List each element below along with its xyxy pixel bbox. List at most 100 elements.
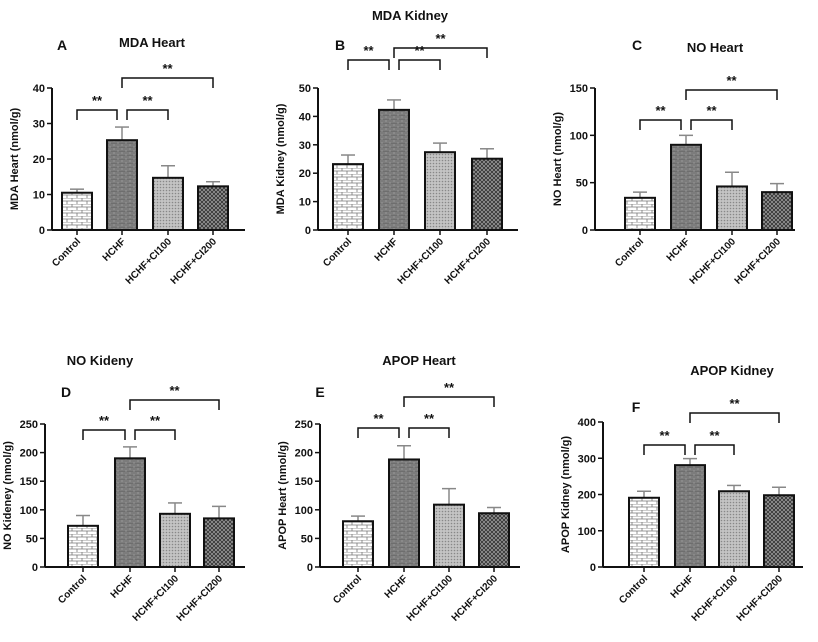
x-tick-label: HCHF+CI200 (443, 236, 494, 287)
bar-hchf-ci200 (478, 512, 510, 568)
bar-hchf-ci200 (761, 191, 793, 231)
significance-label: ** (659, 428, 670, 443)
panel-e: APOP Heart E APOP Heart (nmol/g) 0 50 100 150 2… (277, 353, 520, 624)
x-tick-label: HCHF (669, 573, 696, 600)
x-tick-label: HCHF+CI200 (169, 236, 220, 287)
significance-label: ** (444, 380, 455, 395)
panel-label: A (57, 37, 67, 53)
bar-control (67, 524, 99, 568)
bar-hchf (106, 139, 138, 231)
bar-hchf-ci100 (716, 185, 748, 232)
y-tick-label: 30 (33, 119, 45, 131)
bar-hchf-ci200 (197, 185, 229, 232)
y-tick-label: 300 (578, 453, 596, 465)
significance-bracket (408, 427, 450, 438)
x-tick-label: HCHF+CI200 (175, 573, 226, 624)
y-tick-label: 40 (299, 111, 311, 123)
significance-label: ** (92, 93, 103, 108)
x-tick-label: HCHF+CI100 (690, 573, 741, 624)
significance-bracket (689, 412, 780, 423)
significance-bracket (121, 77, 214, 88)
y-tick-label: 10 (299, 197, 311, 209)
x-tick-label: HCHF (373, 236, 400, 263)
significance-label: ** (414, 43, 425, 58)
chart-title: APOP Heart (382, 353, 456, 368)
significance-bracket (643, 444, 686, 455)
x-tick-label: HCHF+CI200 (733, 236, 784, 287)
panel-label: E (315, 384, 324, 400)
chart-title: MDA Kidney (372, 8, 449, 23)
significance-label: ** (169, 383, 180, 398)
y-axis-label: NO Heart (nmol/g) (552, 112, 564, 206)
significance-label: ** (726, 73, 737, 88)
y-tick-label: 0 (39, 225, 45, 237)
significance-bracket (690, 119, 733, 130)
y-tick-label: 40 (33, 83, 45, 95)
significance-bracket (639, 119, 682, 130)
significance-bracket (82, 429, 126, 440)
y-tick-label: 150 (295, 476, 313, 488)
chart-title: NO Heart (687, 40, 744, 55)
significance-label: ** (729, 396, 740, 411)
bar-hchf-ci100 (433, 503, 465, 569)
x-tick-label: HCHF+CI100 (124, 236, 175, 287)
x-tick-label: Control (613, 236, 646, 269)
panel-label: F (632, 399, 641, 415)
x-tick-label: Control (331, 573, 364, 606)
x-tick-label: HCHF (383, 573, 410, 600)
x-tick-label: HCHF (665, 236, 692, 263)
significance-label: ** (435, 31, 446, 46)
x-tick-label: HCHF+CI100 (405, 573, 456, 624)
y-axis-label: APOP Heart (nmol/g) (277, 441, 289, 550)
x-tick-label: HCHF (109, 573, 136, 600)
x-tick-label: HCHF+CI100 (688, 236, 739, 287)
significance-label: ** (150, 413, 161, 428)
panel-f: APOP Kidney F APOP Kidney (nmol/g) 0 100 200 3… (560, 363, 803, 624)
y-axis-label: NO Kideney (nmol/g) (2, 441, 14, 550)
panel-label: C (632, 37, 642, 53)
significance-label: ** (373, 411, 384, 426)
chart-title: MDA Heart (119, 35, 186, 50)
bar-hchf-ci200 (203, 517, 235, 569)
bar-control (332, 163, 364, 231)
x-tick-label: HCHF+CI200 (450, 573, 501, 624)
significance-label: ** (709, 428, 720, 443)
significance-label: ** (162, 61, 173, 76)
bar-hchf-ci200 (471, 157, 503, 231)
y-tick-label: 400 (578, 417, 596, 429)
y-tick-label: 0 (590, 562, 596, 574)
y-tick-label: 200 (578, 490, 596, 502)
bar-hchf (674, 464, 706, 569)
y-tick-label: 200 (295, 448, 313, 460)
bar-hchf (114, 457, 146, 569)
bar-control (61, 191, 93, 232)
significance-bracket (76, 109, 118, 120)
chart-title: APOP Kidney (690, 363, 774, 378)
significance-bracket (129, 399, 220, 410)
x-tick-label: Control (50, 236, 83, 269)
y-tick-label: 100 (295, 505, 313, 517)
y-axis-label: MDA Kidney (nmol/g) (275, 103, 287, 214)
x-tick-label: HCHF (101, 236, 128, 263)
panel-b: MDA Kidney B MDA Kidney (nmol/g) 0 10 20 30 40 5… (275, 8, 518, 287)
y-tick-label: 0 (582, 225, 588, 237)
x-tick-label: Control (617, 573, 650, 606)
y-tick-label: 100 (578, 526, 596, 538)
bar-hchf-ci100 (159, 512, 191, 569)
significance-bracket (685, 89, 778, 100)
y-tick-label: 100 (20, 505, 38, 517)
panel-a: MDA Heart A MDA Heart (nmol/g) 0 10 20 30 40 Con… (9, 35, 245, 287)
bar-hchf-ci100 (152, 176, 184, 232)
x-tick-label: Control (56, 573, 89, 606)
bar-hchf-ci100 (718, 490, 750, 568)
y-tick-label: 50 (299, 83, 311, 95)
x-tick-label: HCHF+CI200 (735, 573, 786, 624)
y-tick-label: 150 (570, 83, 588, 95)
bar-hchf-ci200 (763, 494, 795, 569)
y-tick-label: 30 (299, 140, 311, 152)
panel-label: B (335, 37, 345, 53)
bar-control (628, 496, 660, 569)
bar-hchf (378, 108, 410, 231)
